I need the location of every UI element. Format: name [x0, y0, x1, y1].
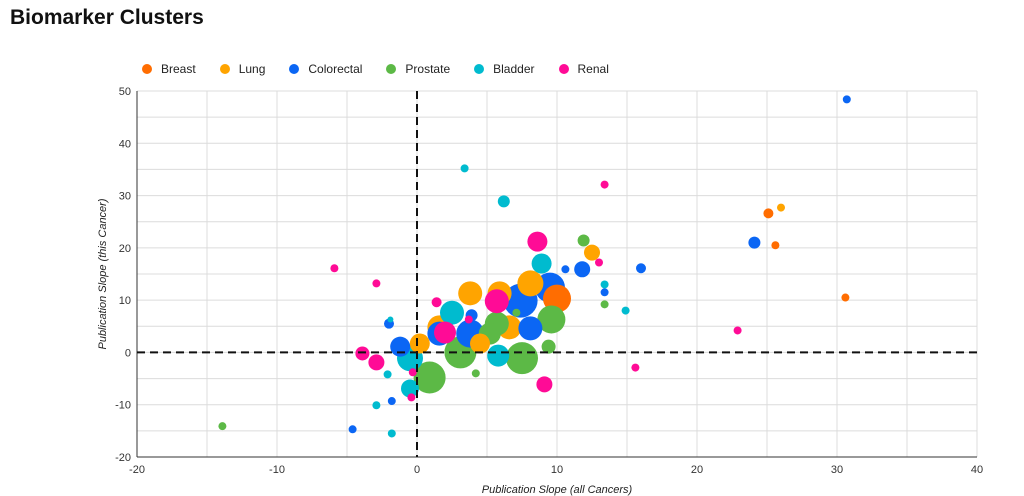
- bubble-lung: [517, 270, 544, 297]
- bubble-renal: [527, 231, 548, 252]
- bubble-breast: [771, 241, 780, 250]
- x-tick-label: -10: [269, 464, 285, 476]
- legend-label: Lung: [238, 62, 266, 76]
- bubble-breast: [841, 293, 850, 302]
- x-tick-label: -20: [129, 464, 145, 476]
- bubble-colorectal: [636, 263, 646, 274]
- bubble-bladder: [460, 164, 469, 173]
- bubble-bladder: [487, 344, 510, 367]
- bubble-colorectal: [518, 316, 543, 341]
- bubble-renal: [631, 363, 640, 372]
- bubble-prostate: [218, 422, 227, 431]
- bubble-colorectal: [748, 236, 761, 249]
- legend-marker-icon: [219, 64, 230, 74]
- bubble-breast: [763, 208, 774, 219]
- bubble-colorectal: [348, 425, 357, 434]
- bubble-lung: [777, 203, 785, 212]
- chart-title: Biomarker Clusters: [10, 6, 204, 29]
- legend-marker-icon: [558, 64, 569, 74]
- legend-label: Bladder: [493, 62, 535, 76]
- bubble-bladder: [531, 253, 552, 274]
- bubble-bladder: [372, 401, 381, 410]
- bubble-renal: [355, 346, 370, 361]
- bubble-prostate: [537, 305, 566, 334]
- y-tick-label: -20: [115, 452, 131, 464]
- bubble-bladder: [600, 280, 609, 289]
- y-tick-label: 40: [119, 138, 131, 150]
- bubble-bladder: [383, 370, 392, 379]
- bubble-renal: [368, 354, 385, 371]
- legend-label: Breast: [161, 62, 196, 76]
- bubble-renal: [600, 180, 609, 189]
- bubble-bladder: [497, 195, 510, 208]
- bubble-prostate: [541, 339, 556, 354]
- bubble-prostate: [600, 300, 609, 309]
- bubble-bladder: [387, 316, 394, 323]
- legend-label: Prostate: [405, 62, 451, 76]
- bubble-renal: [595, 258, 603, 267]
- bubble-renal: [536, 376, 553, 393]
- bubble-lung: [409, 333, 430, 354]
- x-axis-label: Publication Slope (all Cancers): [482, 484, 633, 496]
- bubble-bladder: [440, 300, 464, 325]
- legend-item[interactable]: Lung: [219, 62, 266, 76]
- bubble-colorectal: [842, 95, 851, 104]
- legend-item[interactable]: Colorectal: [289, 62, 362, 76]
- y-tick-label: 20: [119, 243, 131, 255]
- bubble-renal: [330, 264, 339, 273]
- x-tick-label: 10: [551, 464, 563, 476]
- bubble-bladder: [621, 306, 630, 315]
- bubble-renal: [434, 321, 456, 344]
- y-tick-label: -10: [115, 400, 131, 412]
- y-axis-label: Publication Slope (this Cancer): [97, 198, 109, 349]
- legend-item[interactable]: Bladder: [474, 62, 535, 76]
- legend-marker-icon: [289, 64, 300, 74]
- bubble-prostate: [512, 308, 521, 317]
- bubble-colorectal: [561, 265, 570, 274]
- x-tick-label: 0: [414, 464, 420, 476]
- bubble-bladder: [387, 429, 396, 438]
- x-tick-label: 30: [831, 464, 843, 476]
- legend-item[interactable]: Prostate: [386, 62, 450, 76]
- bubble-renal: [733, 326, 742, 335]
- bubble-bladder: [401, 379, 419, 398]
- bubble-prostate: [413, 361, 446, 394]
- bubble-lung: [458, 281, 483, 306]
- bubble-renal: [407, 393, 416, 402]
- x-tick-label: 40: [971, 464, 983, 476]
- legend-label: Renal: [577, 62, 609, 76]
- bubble-lung: [470, 333, 490, 354]
- y-tick-label: 30: [119, 191, 131, 203]
- legend-item[interactable]: Renal: [558, 62, 609, 76]
- legend-label: Colorectal: [308, 62, 363, 76]
- bubble-colorectal: [574, 261, 591, 278]
- bubble-prostate: [577, 234, 590, 247]
- bubble-renal: [372, 279, 381, 288]
- legend: Breast Lung Colorectal Prostate Bladder Renal: [142, 62, 633, 76]
- bubble-colorectal: [387, 397, 396, 406]
- bubble-lung: [584, 244, 600, 261]
- legend-marker-icon: [474, 64, 485, 74]
- y-tick-label: 10: [119, 295, 131, 307]
- bubble-renal: [431, 297, 442, 308]
- bubble-renal: [408, 368, 417, 377]
- bubble-colorectal: [390, 336, 411, 357]
- legend-item[interactable]: Breast: [142, 62, 196, 76]
- x-tick-label: 20: [691, 464, 703, 476]
- bubble-prostate: [506, 342, 538, 375]
- bubble-prostate: [471, 369, 480, 378]
- bubble-renal: [484, 289, 509, 314]
- legend-marker-icon: [142, 64, 152, 74]
- legend-marker-icon: [386, 64, 397, 74]
- y-tick-label: 0: [125, 347, 131, 359]
- bubble-colorectal: [600, 288, 609, 297]
- bubble-renal: [464, 315, 473, 324]
- y-tick-label: 50: [119, 86, 131, 98]
